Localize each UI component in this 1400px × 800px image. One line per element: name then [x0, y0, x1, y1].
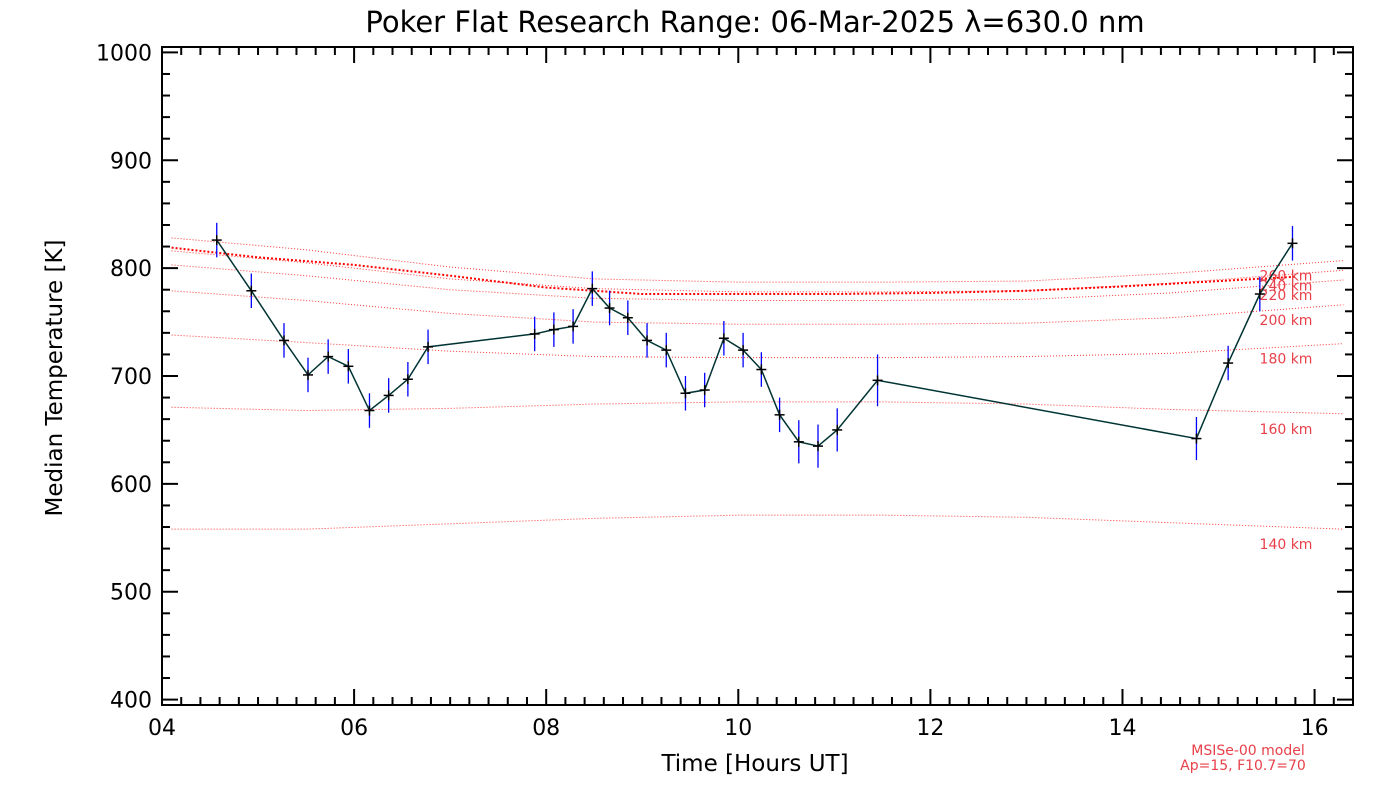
series-line [216, 239, 1294, 447]
y-tick-label: 500 [110, 581, 152, 606]
model-curve-label: 200 km [1260, 313, 1313, 329]
y-tick-label: 1000 [96, 41, 152, 66]
model-curve [171, 334, 1344, 359]
y-tick-label: 800 [110, 257, 152, 282]
measured-series [211, 222, 1298, 468]
x-tick-label: 06 [340, 716, 368, 741]
chart-title: Poker Flat Research Range: 06-Mar-2025 λ… [365, 5, 1144, 39]
model-curve [171, 250, 1344, 293]
model-curve [171, 401, 1344, 415]
y-axis-ticks: 400 500 600 700 800 900 1000 [96, 41, 1353, 714]
x-tick-label: 10 [724, 716, 752, 741]
y-tick-label: 600 [110, 473, 152, 498]
x-tick-label: 12 [916, 716, 944, 741]
model-curve-label: 160 km [1260, 422, 1313, 438]
x-axis-ticks: 04 06 08 10 12 14 16 [148, 47, 1354, 741]
model-curve [171, 237, 1344, 283]
y-axis-label: Median Temperature [K] [42, 240, 68, 517]
model-curve-label: 220 km [1260, 288, 1313, 304]
plot-frame [161, 46, 1354, 706]
y-tick-label: 400 [110, 689, 152, 714]
model-curve-label: 240 km [1260, 278, 1313, 294]
model-curve-label: 140 km [1260, 537, 1313, 553]
exospheric-curve [171, 246, 1296, 296]
model-curve-label: 180 km [1260, 352, 1313, 368]
x-tick-label: 08 [532, 716, 560, 741]
model-curve [171, 264, 1344, 301]
y-tick-label: 900 [110, 149, 152, 174]
plot-border [161, 46, 1354, 706]
model-params-annotation: Ap=15, F10.7=70 [1180, 758, 1306, 774]
x-tick-label: 16 [1301, 716, 1329, 741]
model-curve [171, 514, 1344, 530]
model-name-annotation: MSISe-00 model [1191, 743, 1305, 759]
model-curves [171, 237, 1344, 530]
y-tick-label: 700 [110, 365, 152, 390]
model-curve [171, 290, 1344, 325]
x-axis-label: Time [Hours UT] [660, 751, 848, 777]
x-tick-label: 04 [148, 716, 176, 741]
x-tick-label: 14 [1108, 716, 1136, 741]
